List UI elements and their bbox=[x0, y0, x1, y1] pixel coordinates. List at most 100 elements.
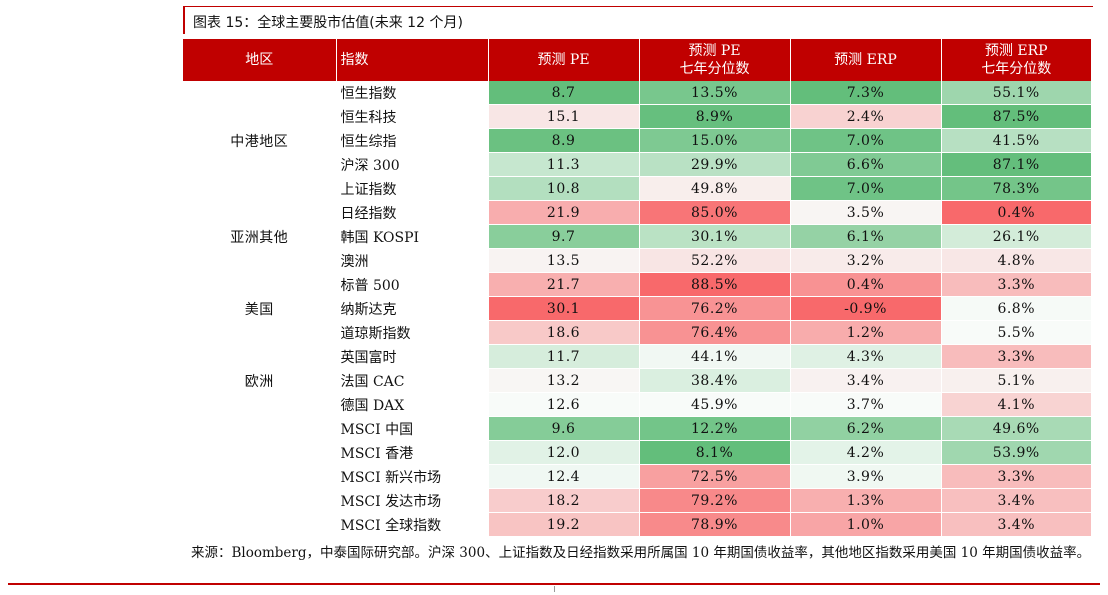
table-row: MSCI 新兴市场 12.4 72.5% 3.9% 3.3% bbox=[183, 464, 1091, 489]
erp-cell: 2.4% bbox=[789, 104, 941, 129]
index-name-cell: MSCI 新兴市场 bbox=[335, 464, 488, 489]
pe-cell: 9.7 bbox=[487, 224, 639, 249]
pe-pct-cell: 52.2% bbox=[638, 248, 790, 273]
erp-pct-cell: 53.9% bbox=[940, 440, 1091, 465]
erp-cell: 7.3% bbox=[789, 81, 941, 105]
erp-cell: 4.3% bbox=[789, 344, 941, 369]
index-name-cell: 上证指数 bbox=[335, 176, 488, 201]
index-name-cell: MSCI 香港 bbox=[335, 440, 488, 465]
index-name-cell: 恒生科技 bbox=[335, 104, 488, 129]
pe-pct-cell: 45.9% bbox=[638, 392, 790, 417]
index-name-cell: 纳斯达克 bbox=[335, 296, 488, 321]
header-row: 地区 指数 预测 PE 预测 PE 七年分位数 预测 ERP 预测 ERP 七年… bbox=[183, 39, 1091, 81]
erp-pct-cell: 55.1% bbox=[940, 81, 1091, 105]
table-row: 道琼斯指数 18.6 76.4% 1.2% 5.5% bbox=[183, 320, 1091, 345]
erp-pct-cell: 87.5% bbox=[940, 104, 1091, 129]
pe-cell: 18.2 bbox=[487, 488, 639, 513]
index-name-cell: 澳洲 bbox=[335, 248, 488, 273]
erp-pct-cell: 4.8% bbox=[940, 248, 1091, 273]
erp-cell: 3.7% bbox=[789, 392, 941, 417]
index-name-cell: MSCI 发达市场 bbox=[335, 488, 488, 513]
erp-pct-cell: 87.1% bbox=[940, 152, 1091, 177]
erp-cell: 3.4% bbox=[789, 368, 941, 393]
pe-cell: 21.9 bbox=[487, 200, 639, 225]
pe-cell: 11.7 bbox=[487, 344, 639, 369]
erp-cell: 3.9% bbox=[789, 464, 941, 489]
pe-pct-cell: 49.8% bbox=[638, 176, 790, 201]
footer-tick bbox=[554, 586, 555, 592]
table-row: MSCI 中国 9.6 12.2% 6.2% 49.6% bbox=[183, 416, 1091, 537]
index-name-cell: 标普 500 bbox=[335, 272, 488, 297]
erp-cell: 7.0% bbox=[789, 128, 941, 153]
index-name-cell: 德国 DAX bbox=[335, 392, 488, 417]
pe-cell: 12.0 bbox=[487, 440, 639, 465]
index-name-cell: 道琼斯指数 bbox=[335, 320, 488, 345]
region-cell: 美国 bbox=[183, 272, 336, 345]
header-erp-percentile-line1: 预测 ERP bbox=[984, 43, 1048, 59]
region-cell: 欧洲 bbox=[183, 344, 336, 417]
erp-cell: 1.3% bbox=[789, 488, 941, 513]
header-pe: 预测 PE bbox=[487, 39, 639, 81]
pe-pct-cell: 30.1% bbox=[638, 224, 790, 249]
header-erp: 预测 ERP bbox=[789, 39, 941, 81]
erp-pct-cell: 4.1% bbox=[940, 392, 1091, 417]
erp-pct-cell: 3.3% bbox=[940, 344, 1091, 369]
pe-pct-cell: 8.9% bbox=[638, 104, 790, 129]
table-row: 亚洲其他 日经指数 21.9 85.0% 3.5% 0.4% bbox=[183, 200, 1091, 273]
erp-pct-cell: 3.4% bbox=[940, 488, 1091, 513]
erp-pct-cell: 41.5% bbox=[940, 128, 1091, 153]
pe-cell: 18.6 bbox=[487, 320, 639, 345]
region-cell bbox=[183, 416, 336, 537]
pe-cell: 11.3 bbox=[487, 152, 639, 177]
erp-pct-cell: 5.5% bbox=[940, 320, 1091, 345]
table-row: 欧洲 英国富时 11.7 44.1% 4.3% 3.3% bbox=[183, 344, 1091, 417]
source-note: 来源：Bloomberg，中泰国际研究部。沪深 300、上证指数及日经指数采用所… bbox=[191, 545, 1091, 561]
footer-rule bbox=[8, 583, 1100, 585]
pe-pct-cell: 76.4% bbox=[638, 320, 790, 345]
pe-cell: 13.2 bbox=[487, 368, 639, 393]
index-name-cell: 法国 CAC bbox=[335, 368, 488, 393]
pe-pct-cell: 44.1% bbox=[638, 344, 790, 369]
erp-cell: 3.5% bbox=[789, 200, 941, 225]
pe-cell: 12.4 bbox=[487, 464, 639, 489]
table-row: 美国 标普 500 21.7 88.5% 0.4% 3.3% bbox=[183, 272, 1091, 345]
pe-pct-cell: 76.2% bbox=[638, 296, 790, 321]
erp-pct-cell: 3.3% bbox=[940, 464, 1091, 489]
pe-pct-cell: 15.0% bbox=[638, 128, 790, 153]
header-index: 指数 bbox=[335, 39, 488, 81]
erp-pct-cell: 6.8% bbox=[940, 296, 1091, 321]
header-region: 地区 bbox=[183, 39, 336, 81]
table-row: 恒生综指 8.9 15.0% 7.0% 41.5% bbox=[183, 128, 1091, 153]
table-body: 中港地区 恒生指数 8.7 13.5% 7.3% 55.1% 恒生科技 15.1 8.9% 2.4… bbox=[183, 81, 1091, 537]
table-row: 法国 CAC 13.2 38.4% 3.4% 5.1% bbox=[183, 368, 1091, 393]
erp-pct-cell: 49.6% bbox=[940, 416, 1091, 441]
header-pe-percentile-line2: 七年分位数 bbox=[679, 61, 750, 77]
erp-cell: 0.4% bbox=[789, 272, 941, 297]
header-pe-percentile-line1: 预测 PE bbox=[688, 43, 741, 59]
pe-pct-cell: 72.5% bbox=[638, 464, 790, 489]
erp-pct-cell: 78.3% bbox=[940, 176, 1091, 201]
pe-pct-cell: 79.2% bbox=[638, 488, 790, 513]
region-cell: 亚洲其他 bbox=[183, 200, 336, 273]
index-name-cell: MSCI 中国 bbox=[335, 416, 488, 441]
figure-caption-bar: 图表 15：全球主要股市估值(未来 12 个月) bbox=[183, 6, 1093, 34]
erp-cell: 4.2% bbox=[789, 440, 941, 465]
header-erp-percentile-line2: 七年分位数 bbox=[981, 61, 1052, 77]
index-name-cell: 沪深 300 bbox=[335, 152, 488, 177]
pe-cell: 12.6 bbox=[487, 392, 639, 417]
table-row: 纳斯达克 30.1 76.2% -0.9% 6.8% bbox=[183, 296, 1091, 321]
region-cell: 中港地区 bbox=[183, 81, 336, 201]
pe-cell: 9.6 bbox=[487, 416, 639, 441]
erp-cell: 1.0% bbox=[789, 512, 941, 537]
erp-pct-cell: 5.1% bbox=[940, 368, 1091, 393]
erp-cell: 7.0% bbox=[789, 176, 941, 201]
erp-cell: -0.9% bbox=[789, 296, 941, 321]
pe-pct-cell: 78.9% bbox=[638, 512, 790, 537]
pe-cell: 8.9 bbox=[487, 128, 639, 153]
pe-pct-cell: 13.5% bbox=[638, 81, 790, 105]
table-row: MSCI 香港 12.0 8.1% 4.2% 53.9% bbox=[183, 440, 1091, 465]
index-name-cell: MSCI 全球指数 bbox=[335, 512, 488, 537]
table-row: 澳洲 13.5 52.2% 3.2% 4.8% bbox=[183, 248, 1091, 273]
index-name-cell: 恒生指数 bbox=[335, 81, 488, 105]
header-pe-percentile: 预测 PE 七年分位数 bbox=[638, 39, 790, 81]
